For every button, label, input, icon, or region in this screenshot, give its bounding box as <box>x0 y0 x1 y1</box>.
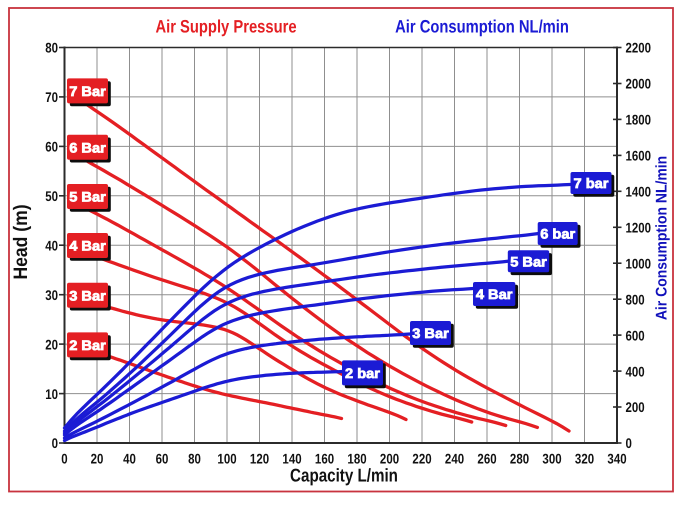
svg-text:340: 340 <box>607 451 626 467</box>
svg-text:20: 20 <box>91 451 104 467</box>
svg-text:600: 600 <box>626 327 645 343</box>
svg-text:200: 200 <box>626 399 645 415</box>
svg-text:Air Consumption NL/min: Air Consumption NL/min <box>654 156 671 320</box>
svg-text:400: 400 <box>626 363 645 379</box>
svg-text:50: 50 <box>45 188 58 204</box>
svg-text:6 bar: 6 bar <box>540 227 576 242</box>
svg-text:2 Bar: 2 Bar <box>69 338 106 353</box>
svg-text:70: 70 <box>45 89 58 105</box>
svg-text:1200: 1200 <box>626 220 652 236</box>
svg-text:240: 240 <box>445 451 464 467</box>
svg-text:10: 10 <box>45 386 58 402</box>
svg-text:4 Bar: 4 Bar <box>69 239 106 254</box>
svg-text:160: 160 <box>315 451 334 467</box>
svg-text:0: 0 <box>61 451 68 467</box>
svg-text:30: 30 <box>45 287 58 303</box>
svg-text:80: 80 <box>45 40 58 56</box>
svg-text:2 bar: 2 bar <box>345 366 381 381</box>
svg-text:0: 0 <box>52 435 59 451</box>
svg-text:3 Bar: 3 Bar <box>69 288 106 303</box>
svg-text:260: 260 <box>477 451 496 467</box>
svg-text:1800: 1800 <box>626 112 652 128</box>
svg-text:100: 100 <box>217 451 236 467</box>
svg-text:1400: 1400 <box>626 184 652 200</box>
svg-text:60: 60 <box>156 451 169 467</box>
svg-text:220: 220 <box>412 451 431 467</box>
svg-text:5 Bar: 5 Bar <box>510 254 547 269</box>
svg-text:1600: 1600 <box>626 148 652 164</box>
svg-text:7 bar: 7 bar <box>574 176 610 191</box>
svg-text:300: 300 <box>542 451 561 467</box>
svg-text:Air Consumption NL/min: Air Consumption NL/min <box>395 17 569 37</box>
svg-text:3 Bar: 3 Bar <box>412 326 449 341</box>
svg-text:40: 40 <box>123 451 136 467</box>
svg-text:320: 320 <box>575 451 594 467</box>
svg-text:4 Bar: 4 Bar <box>476 287 513 302</box>
svg-text:1000: 1000 <box>626 255 652 271</box>
svg-text:200: 200 <box>380 451 399 467</box>
svg-text:0: 0 <box>626 435 633 451</box>
svg-text:800: 800 <box>626 291 645 307</box>
svg-text:20: 20 <box>45 336 58 352</box>
svg-text:140: 140 <box>282 451 301 467</box>
svg-text:2200: 2200 <box>626 40 652 56</box>
svg-text:80: 80 <box>188 451 201 467</box>
svg-text:6 Bar: 6 Bar <box>69 140 106 155</box>
svg-text:2000: 2000 <box>626 76 652 92</box>
svg-text:120: 120 <box>250 451 269 467</box>
svg-text:Head (m): Head (m) <box>10 204 32 279</box>
svg-text:40: 40 <box>45 237 58 253</box>
svg-text:Air Supply Pressure: Air Supply Pressure <box>155 17 296 37</box>
svg-text:180: 180 <box>347 451 366 467</box>
svg-text:Capacity L/min: Capacity L/min <box>290 465 398 486</box>
svg-text:280: 280 <box>510 451 529 467</box>
svg-text:7 Bar: 7 Bar <box>69 84 106 99</box>
svg-text:5 Bar: 5 Bar <box>69 190 106 205</box>
svg-text:60: 60 <box>45 139 58 155</box>
